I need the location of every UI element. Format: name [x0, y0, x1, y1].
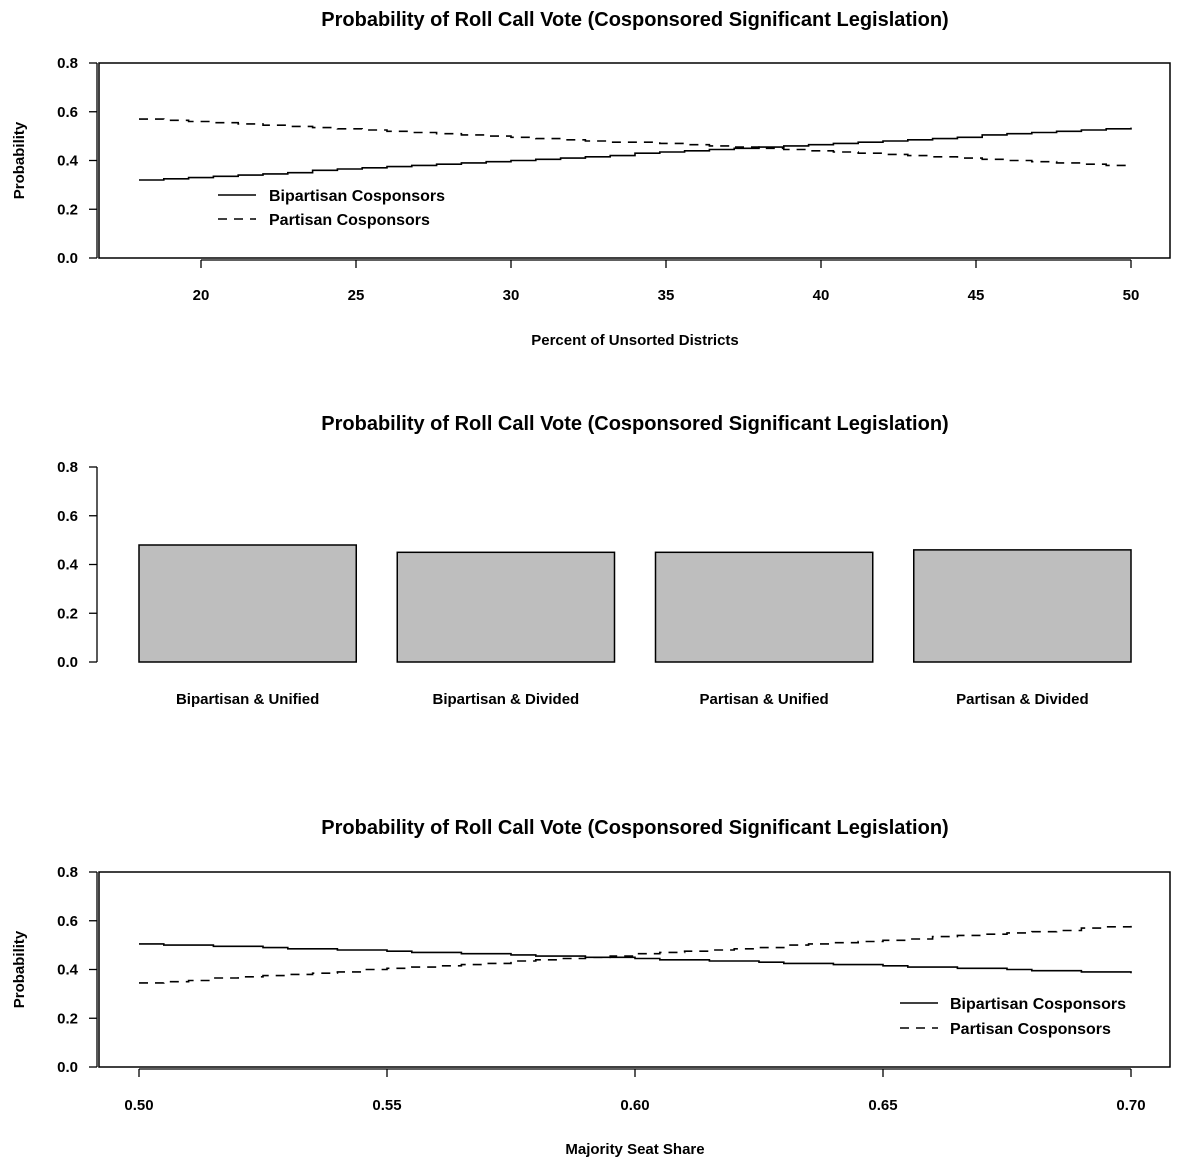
y-tick-label: 0.4	[57, 962, 79, 979]
bar	[396, 551, 616, 663]
y-tick-label: 0.8	[57, 55, 78, 72]
x-tick-label: 0.65	[868, 1097, 897, 1114]
bar-category-label: Partisan & Divided	[956, 691, 1089, 708]
x-tick-label: 35	[658, 287, 675, 304]
x-tick-label: 0.70	[1116, 1097, 1145, 1114]
y-axis-label: Probability	[11, 930, 28, 1008]
y-tick-label: 0.2	[57, 1010, 78, 1027]
x-tick-label: 0.50	[124, 1097, 153, 1114]
y-tick-label: 0.6	[57, 508, 78, 525]
x-tick-label: 0.60	[620, 1097, 649, 1114]
bar	[913, 549, 1132, 663]
series-line-bipartisan	[139, 127, 1132, 181]
chart-title: Probability of Roll Call Vote (Cosponsor…	[321, 413, 948, 435]
y-tick-label: 0.8	[57, 864, 78, 881]
legend-label: Bipartisan Cosponsors	[269, 188, 445, 205]
chart-title: Probability of Roll Call Vote (Cosponsor…	[321, 817, 948, 839]
series-line-partisan	[139, 925, 1132, 984]
plot-frame	[98, 62, 1171, 259]
y-tick-label: 0.4	[57, 153, 79, 170]
x-tick-label: 45	[968, 287, 985, 304]
y-tick-label: 0.6	[57, 104, 78, 121]
y-tick-label: 0.6	[57, 913, 78, 930]
x-tick-label: 0.55	[372, 1097, 401, 1114]
y-tick-label: 0.2	[57, 201, 78, 218]
x-tick-label: 20	[193, 287, 210, 304]
y-tick-label: 0.2	[57, 605, 78, 622]
series-line-partisan	[139, 118, 1132, 167]
x-axis-label: Percent of Unsorted Districts	[531, 332, 739, 349]
y-tick-label: 0.0	[57, 654, 78, 671]
bar-category-label: Bipartisan & Unified	[176, 691, 319, 708]
y-tick-label: 0.0	[57, 1059, 78, 1076]
x-tick-label: 30	[503, 287, 520, 304]
x-tick-label: 25	[348, 287, 365, 304]
legend-label: Bipartisan Cosponsors	[950, 996, 1126, 1013]
legend-label: Partisan Cosponsors	[269, 212, 430, 229]
bar	[654, 551, 874, 663]
bar-category-label: Bipartisan & Divided	[433, 691, 580, 708]
y-tick-label: 0.4	[57, 557, 79, 574]
x-tick-label: 50	[1123, 287, 1140, 304]
series-line-bipartisan	[139, 943, 1132, 974]
x-axis-label: Majority Seat Share	[565, 1141, 704, 1158]
x-tick-label: 40	[813, 287, 830, 304]
bar-category-label: Partisan & Unified	[700, 691, 829, 708]
chart-title: Probability of Roll Call Vote (Cosponsor…	[321, 9, 948, 31]
plot-frame	[98, 871, 1171, 1068]
y-axis-label: Probability	[11, 121, 28, 199]
y-tick-label: 0.8	[57, 459, 78, 476]
y-tick-label: 0.0	[57, 250, 78, 267]
legend-label: Partisan Cosponsors	[950, 1021, 1111, 1038]
bar	[138, 544, 357, 663]
